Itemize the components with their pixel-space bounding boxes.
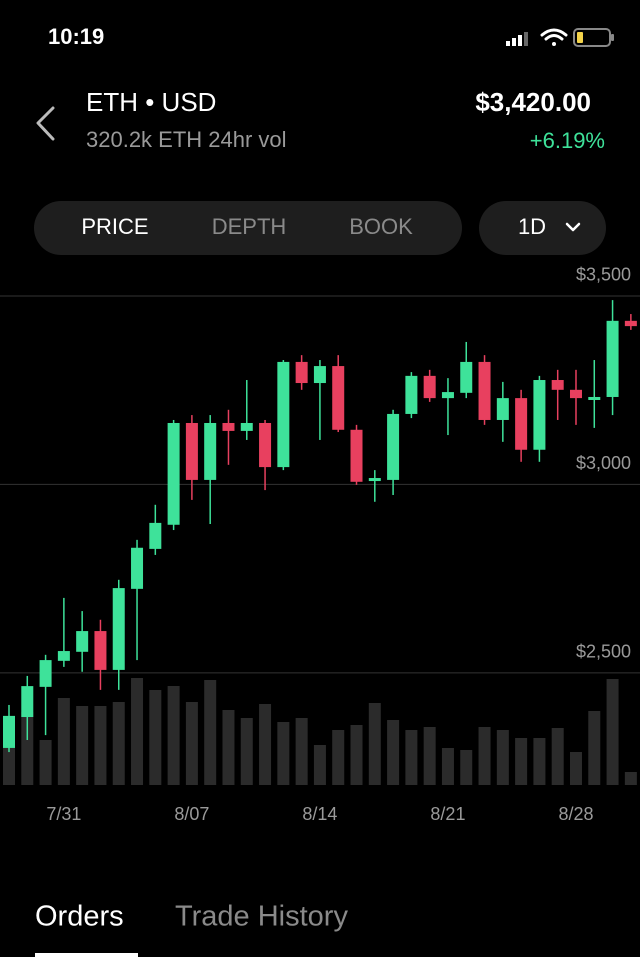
volume-bar <box>350 725 363 785</box>
status-time: 10:19 <box>48 24 104 49</box>
volume-bar <box>94 706 107 785</box>
volume-bar <box>551 728 564 785</box>
bottom-tab[interactable]: Trade History <box>175 901 348 933</box>
volume-bar <box>496 730 509 785</box>
candle-body <box>21 686 34 718</box>
candle-body <box>222 422 235 431</box>
tab-bar <box>34 201 462 255</box>
candle-body <box>569 389 582 399</box>
candle-body <box>478 361 491 420</box>
candle-body <box>313 366 326 384</box>
candle-body <box>368 478 381 482</box>
volume-bar <box>606 679 619 785</box>
candle-body <box>76 631 89 652</box>
volume-bar <box>131 678 144 785</box>
volume-bar <box>387 720 400 785</box>
candle-body <box>3 715 15 748</box>
pair-title: ETH • USD <box>86 87 216 117</box>
candle-body <box>57 651 70 661</box>
volume-bar <box>405 730 418 785</box>
candle-body <box>240 422 253 431</box>
volume-bar <box>112 702 125 785</box>
volume-bar <box>588 711 601 785</box>
candle-body <box>606 320 619 397</box>
volume-bar <box>259 704 272 785</box>
candle-body <box>39 660 52 687</box>
candle-body <box>423 375 436 399</box>
volume-bar <box>21 712 34 785</box>
candle-body <box>441 392 454 399</box>
candle-body <box>277 361 290 468</box>
candle-body <box>112 588 125 670</box>
x-tick-label: 8/21 <box>430 804 465 824</box>
candle-body <box>460 361 473 393</box>
volume-bar <box>368 703 381 785</box>
volume-bar <box>478 727 491 785</box>
change: +6.19% <box>530 128 605 153</box>
volume-bar <box>277 722 290 785</box>
candle-body <box>167 422 180 525</box>
candle-body <box>94 631 107 670</box>
signal-icon <box>506 32 528 46</box>
battery-icon <box>573 28 614 47</box>
volume-bar <box>569 752 582 785</box>
volume-bar <box>624 772 637 785</box>
x-tick-label: 8/07 <box>174 804 209 824</box>
volume-bar <box>460 750 473 785</box>
price: $3,420.00 <box>475 87 591 117</box>
y-tick-label: $3,000 <box>576 453 631 473</box>
candle-body <box>204 422 217 480</box>
candle-body <box>533 380 546 450</box>
candle-body <box>149 522 162 549</box>
x-tick-label: 7/31 <box>46 804 81 824</box>
tab[interactable]: PRICE <box>81 214 148 239</box>
volume-bar <box>423 727 436 785</box>
candle-body <box>551 380 564 390</box>
y-tick-label: $2,500 <box>576 642 631 662</box>
volume-bar <box>167 686 180 785</box>
candle-body <box>588 396 601 400</box>
candle-body <box>624 320 637 327</box>
volume-bar <box>515 738 528 785</box>
volume-bar <box>313 745 326 785</box>
y-tick-label: $3,500 <box>576 265 631 285</box>
volume-bar <box>222 710 235 785</box>
x-tick-label: 8/14 <box>302 804 337 824</box>
volume-subtitle: 320.2k ETH 24hr vol <box>86 127 287 152</box>
back-button[interactable] <box>36 106 55 141</box>
volume-bar <box>332 730 345 785</box>
volume-bar <box>533 738 546 785</box>
volume-bar <box>295 718 308 785</box>
volume-bar <box>185 702 198 785</box>
interval-label: 1D <box>518 214 546 239</box>
candle-body <box>515 398 528 450</box>
wifi-icon <box>540 28 568 46</box>
tab[interactable]: BOOK <box>349 214 413 239</box>
volume-bar <box>204 680 217 785</box>
candle-body <box>387 413 400 480</box>
volume-bar <box>149 690 162 785</box>
volume-bar <box>240 718 253 785</box>
candle-body <box>185 422 198 480</box>
candle-body <box>350 429 363 482</box>
tab-underline <box>35 953 138 957</box>
candle-body <box>332 366 345 430</box>
candle-body <box>259 422 272 468</box>
volume-bar <box>76 706 89 785</box>
volume-bar <box>57 698 70 785</box>
volume-bar <box>441 748 454 785</box>
volume-bar <box>39 740 52 785</box>
bottom-tab[interactable]: Orders <box>35 901 124 933</box>
dropdown-chevron <box>565 222 581 232</box>
candle-body <box>496 398 509 420</box>
x-tick-label: 8/28 <box>558 804 593 824</box>
candle-body <box>295 361 308 384</box>
candle-body <box>131 547 144 589</box>
candle-body <box>405 375 418 414</box>
tab[interactable]: DEPTH <box>212 214 287 239</box>
interval-selector[interactable] <box>479 201 606 255</box>
